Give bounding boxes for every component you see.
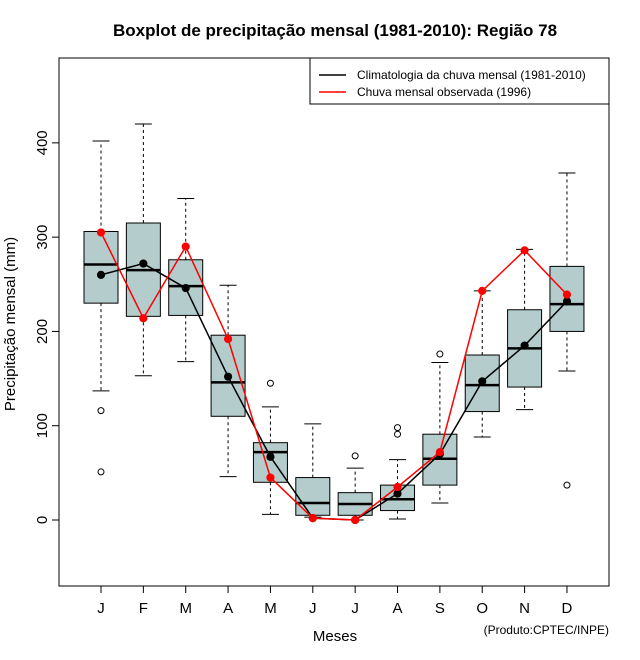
outlier-point: [394, 424, 402, 432]
outlier-point: [266, 379, 274, 387]
legend-label-climatology: Climatologia da chuva mensal (1981-2010): [357, 68, 586, 82]
y-axis-label: Precipitação mensal (mm): [2, 237, 19, 411]
box: [83, 230, 119, 304]
series-point-climatology: [96, 270, 106, 279]
x-tick-label: A: [393, 600, 403, 617]
series-point-observed: [181, 242, 190, 251]
x-tick-label: M: [264, 600, 277, 617]
x-tick-label: J: [97, 600, 105, 617]
legend-box: [309, 57, 610, 105]
series-point-observed: [435, 448, 444, 457]
x-tick-label: S: [435, 600, 445, 617]
legend: Climatologia da chuva mensal (1981-2010)…: [309, 57, 610, 105]
outlier-point: [97, 468, 105, 476]
box: [295, 477, 331, 516]
series-point-observed: [393, 482, 402, 492]
series-point-observed: [520, 246, 529, 255]
series-point-observed: [139, 314, 148, 323]
series-point-climatology: [181, 283, 190, 293]
chart-title: Boxplot de precipitação mensal (1981-201…: [113, 21, 557, 40]
y-tick-label: 100: [34, 413, 51, 438]
x-tick-label: F: [139, 600, 148, 617]
x-axis-label: Meses: [313, 628, 357, 645]
x-tick-label: M: [179, 600, 192, 617]
x-tick-label: D: [562, 600, 573, 617]
series-point-observed: [308, 514, 317, 523]
x-tick-label: N: [519, 600, 530, 617]
series-point-observed: [562, 290, 572, 299]
legend-label-observed: Chuva mensal observada (1996): [357, 85, 531, 99]
outlier-point: [351, 452, 359, 460]
series-point-observed: [478, 286, 487, 295]
series-line-observed: [100, 232, 568, 521]
series-point-climatology: [520, 341, 529, 350]
x-tick-label: O: [476, 600, 488, 617]
x-tick-label: J: [351, 600, 359, 617]
series-point-observed: [96, 228, 106, 237]
series-point-climatology: [139, 259, 148, 268]
outlier-point: [97, 407, 105, 415]
series-point-climatology: [478, 377, 487, 386]
y-tick-label: 400: [34, 130, 51, 155]
outlier-point: [563, 481, 571, 489]
product-credit: (Produto:CPTEC/INPE): [484, 623, 609, 637]
y-tick-label: 300: [34, 225, 51, 250]
series-point-climatology: [266, 452, 275, 461]
x-tick-label: A: [223, 600, 233, 617]
plot-area: 0 100 200 300 400 J F M A M J J A S O N D: [34, 57, 610, 617]
series-point-observed: [351, 515, 360, 525]
series-point-climatology: [223, 372, 233, 381]
x-tick-label: J: [309, 600, 317, 617]
y-tick-label: 200: [34, 319, 51, 344]
outlier-point: [394, 430, 402, 438]
outlier-point: [436, 350, 444, 358]
series-point-observed: [266, 473, 275, 482]
series-point-observed: [223, 334, 233, 344]
y-tick-label: 0: [34, 516, 51, 524]
